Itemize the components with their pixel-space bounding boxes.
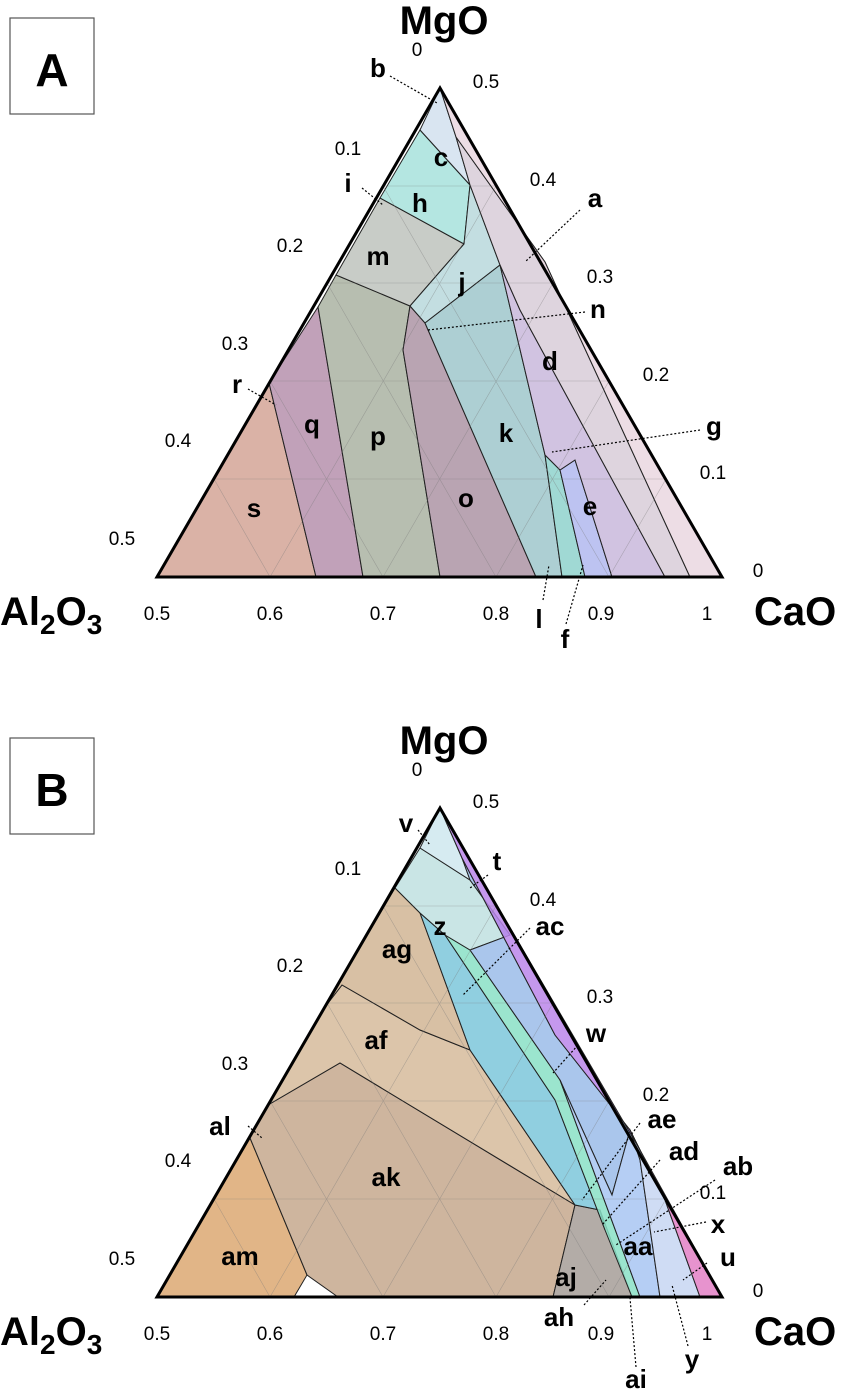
label-ae: ae: [648, 1104, 677, 1134]
a-base-tick-0: 0.5: [144, 604, 170, 625]
label-aj: aj: [555, 1262, 577, 1292]
label-ab: ab: [723, 1151, 753, 1181]
label-h: h: [412, 188, 428, 218]
label-am: am: [221, 1241, 259, 1271]
label-af: af: [364, 1025, 387, 1055]
label-ag: ag: [382, 934, 412, 964]
label-ad: ad: [669, 1136, 699, 1166]
label-ah: ah: [544, 1302, 574, 1332]
label-n: n: [590, 294, 606, 324]
panel-b-letter: B: [35, 764, 68, 816]
label-m: m: [366, 241, 389, 271]
label-r: r: [232, 369, 242, 399]
panel-a-triangle: [154, 85, 725, 579]
label-d: d: [542, 346, 558, 376]
b-base-tick-3: 0.8: [483, 1324, 509, 1345]
label-f: f: [561, 624, 570, 654]
panel-b-grid: [213, 905, 667, 1298]
label-aa: aa: [624, 1231, 653, 1261]
panel-b-triangle: [154, 805, 725, 1299]
panel-b-regions: [156, 806, 723, 1298]
label-o: o: [458, 483, 474, 513]
a-right-tick-4: 0.1: [700, 463, 726, 484]
a-base-tick-3: 0.8: [483, 604, 509, 625]
label-i: i: [344, 168, 351, 198]
a-left-tick-4: 0.4: [165, 431, 192, 452]
b-base-tick-4: 0.9: [588, 1324, 614, 1345]
b-left-tick-1: 0.1: [335, 859, 361, 880]
panel-b-letter-box: [9, 737, 95, 835]
label-j: j: [457, 267, 465, 297]
a-left-tick-1: 0.1: [335, 139, 361, 160]
label-l: l: [535, 604, 542, 634]
b-vertex-right: CaO: [754, 1310, 836, 1354]
b-left-tick-2: 0.2: [277, 956, 303, 977]
a-left-tick-2: 0.2: [277, 236, 303, 257]
label-al: al: [209, 1111, 231, 1141]
b-right-tick-5: 0: [753, 1281, 764, 1302]
b-base-tick-2: 0.7: [370, 1324, 396, 1345]
label-y: y: [685, 1344, 700, 1374]
label-q: q: [304, 409, 320, 439]
label-x: x: [711, 1209, 726, 1239]
b-base-tick-1: 0.6: [257, 1324, 283, 1345]
b-left-tick-3: 0.3: [222, 1054, 248, 1075]
label-a: a: [588, 183, 603, 213]
label-u: u: [720, 1242, 736, 1272]
label-s: s: [247, 493, 261, 523]
a-right-tick-1: 0.4: [530, 170, 557, 191]
b-left-tick-4: 0.4: [165, 1151, 192, 1172]
b-right-tick-2: 0.3: [587, 987, 613, 1008]
b-right-tick-1: 0.4: [530, 890, 557, 911]
panel-a: A: [0, 0, 836, 654]
a-left-tick-3: 0.3: [222, 334, 248, 355]
label-ai: ai: [625, 1364, 647, 1392]
label-w: w: [585, 1018, 607, 1048]
b-vertex-top: MgO: [400, 719, 489, 763]
panel-a-labels: b c a i h m j n d r q p k g o e s l f: [232, 53, 722, 654]
label-ac: ac: [536, 911, 565, 941]
b-base-tick-5: 1: [702, 1324, 713, 1345]
b-right-tick-0: 0.5: [473, 792, 499, 813]
a-right-tick-5: 0: [753, 561, 764, 582]
a-base-tick-4: 0.9: [588, 604, 614, 625]
panel-b: B: [0, 719, 836, 1392]
label-b: b: [370, 53, 386, 83]
panel-b-ticks: 0.5 0.6 0.7 0.8 0.9 1 0 0.1 0.2 0.3 0.4 …: [109, 760, 764, 1345]
panel-b-leaders: [247, 829, 716, 1368]
label-g: g: [706, 411, 722, 441]
panel-b-labels: v t z ac ag af w al ae ak ad ab x aa u a…: [209, 808, 753, 1392]
label-c: c: [434, 142, 448, 172]
a-vertex-top: MgO: [400, 0, 489, 43]
a-right-tick-2: 0.3: [587, 267, 613, 288]
label-t: t: [493, 846, 502, 876]
panel-a-grid: [213, 185, 667, 578]
b-right-tick-4: 0.1: [700, 1183, 726, 1204]
panel-a-leaders: [247, 75, 701, 625]
panel-a-ticks: 0.5 0.6 0.7 0.8 0.9 1 0 0.1 0.2 0.3 0.4 …: [109, 40, 764, 625]
b-vertex-left: Al2O3: [0, 1310, 102, 1360]
panel-a-letter: A: [35, 44, 68, 96]
a-left-tick-0: 0: [412, 40, 423, 61]
a-right-tick-0: 0.5: [473, 72, 499, 93]
a-vertex-right: CaO: [754, 590, 836, 634]
label-k: k: [499, 418, 514, 448]
a-right-tick-3: 0.2: [643, 365, 669, 386]
panel-a-letter-box: [9, 17, 95, 115]
b-left-tick-5: 0.5: [109, 1249, 135, 1270]
b-base-tick-0: 0.5: [144, 1324, 170, 1345]
label-v: v: [399, 808, 414, 838]
b-left-tick-0: 0: [412, 760, 423, 781]
label-z: z: [434, 911, 447, 941]
label-p: p: [370, 421, 386, 451]
a-base-tick-5: 1: [702, 604, 713, 625]
b-right-tick-3: 0.2: [643, 1085, 669, 1106]
a-left-tick-5: 0.5: [109, 529, 135, 550]
a-vertex-left: Al2O3: [0, 590, 102, 640]
label-ak: ak: [372, 1162, 401, 1192]
a-base-tick-1: 0.6: [257, 604, 283, 625]
label-e: e: [583, 491, 597, 521]
a-base-tick-2: 0.7: [370, 604, 396, 625]
